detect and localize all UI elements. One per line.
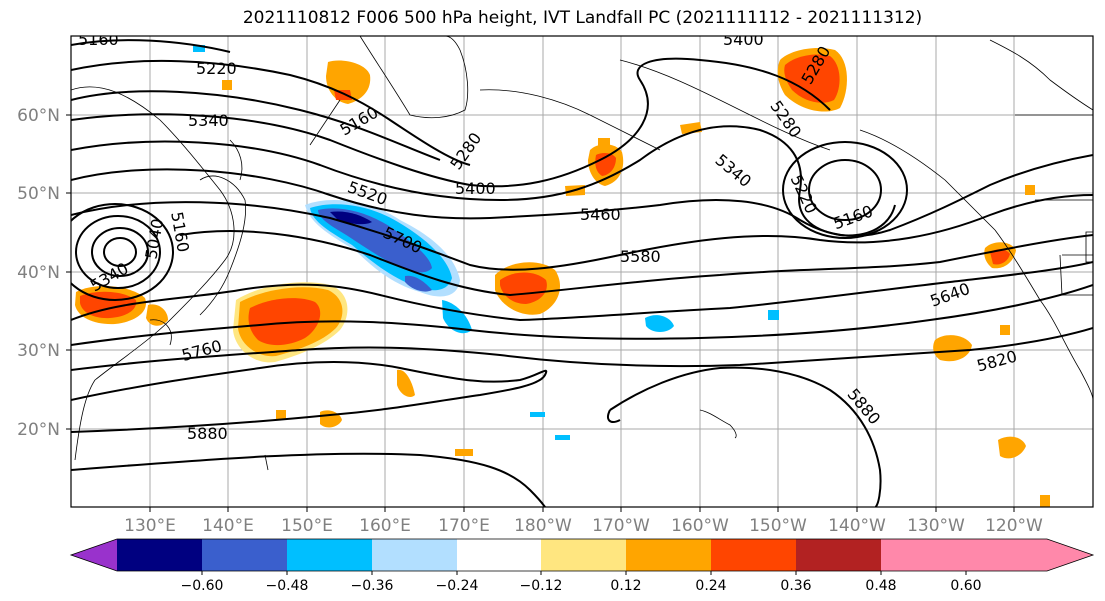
lon-label: 160°E xyxy=(359,516,411,536)
latitude-labels: 60°N 50°N 40°N 30°N 20°N xyxy=(17,106,60,440)
colorbar-segment xyxy=(202,539,287,571)
contour-label: 5160 xyxy=(78,30,119,49)
lon-label: 150°E xyxy=(281,516,333,536)
lon-label: 170°W xyxy=(592,516,650,536)
colorbar-extend-min xyxy=(71,539,117,571)
lat-label: 50°N xyxy=(17,184,60,204)
map-title: 2021110812 F006 500 hPa height, IVT Land… xyxy=(242,8,923,28)
contour-label: 5400 xyxy=(723,30,764,49)
contour-label: 5220 xyxy=(196,59,237,78)
colorbar-segment xyxy=(372,539,457,571)
colorbar-tick-label: 0.12 xyxy=(610,578,641,594)
colorbar-segment xyxy=(457,539,541,571)
colorbar-tick-label: 0.24 xyxy=(695,578,726,594)
colorbar-segment xyxy=(796,539,881,571)
colorbar-tick-label: −0.60 xyxy=(181,578,224,594)
lat-label: 60°N xyxy=(17,106,60,126)
contour-label: 5400 xyxy=(455,179,496,198)
contour-label: 5880 xyxy=(187,424,228,443)
lat-label: 20°N xyxy=(17,420,60,440)
lat-label: 40°N xyxy=(17,263,60,283)
contour-label: 5340 xyxy=(188,111,229,130)
contour-label: 5580 xyxy=(620,247,661,266)
longitude-labels: 130°E 140°E 150°E 160°E 170°E 180°W 170°… xyxy=(124,516,1043,536)
colorbar-tick-label: −0.24 xyxy=(436,578,479,594)
colorbar-segment xyxy=(287,539,372,571)
lon-label: 170°E xyxy=(438,516,490,536)
colorbar-tick-label: 0.60 xyxy=(950,578,981,594)
lon-label: 160°W xyxy=(671,516,729,536)
coastlines xyxy=(71,36,1093,471)
lon-label: 140°E xyxy=(202,516,254,536)
colorbar: −0.60 −0.48 −0.36 −0.24 −0.12 0.12 0.24 … xyxy=(69,538,1095,594)
colorbar-segment xyxy=(117,539,202,571)
colorbar-tick-label: −0.48 xyxy=(266,578,309,594)
colorbar-tick-label: −0.36 xyxy=(351,578,394,594)
colorbar-outline xyxy=(69,538,1095,572)
axis-ticks xyxy=(66,114,1015,512)
lon-label: 150°W xyxy=(749,516,807,536)
colorbar-tick-label: −0.12 xyxy=(520,578,563,594)
colorbar-segment xyxy=(541,539,626,571)
colorbar-extend-max xyxy=(881,539,1093,571)
lon-label: 180°W xyxy=(514,516,572,536)
pc-negative-shading xyxy=(193,45,779,440)
colorbar-tick-label: 0.36 xyxy=(780,578,811,594)
lon-label: 120°W xyxy=(985,516,1043,536)
lat-label: 30°N xyxy=(17,341,60,361)
contour-label: 5460 xyxy=(580,205,621,224)
lon-label: 130°W xyxy=(907,516,965,536)
height-contours xyxy=(71,39,1093,507)
lon-label: 130°E xyxy=(124,516,176,536)
colorbar-segment xyxy=(626,539,711,571)
colorbar-segment xyxy=(711,539,796,571)
lon-label: 140°W xyxy=(828,516,886,536)
colorbar-tick-label: 0.48 xyxy=(865,578,896,594)
